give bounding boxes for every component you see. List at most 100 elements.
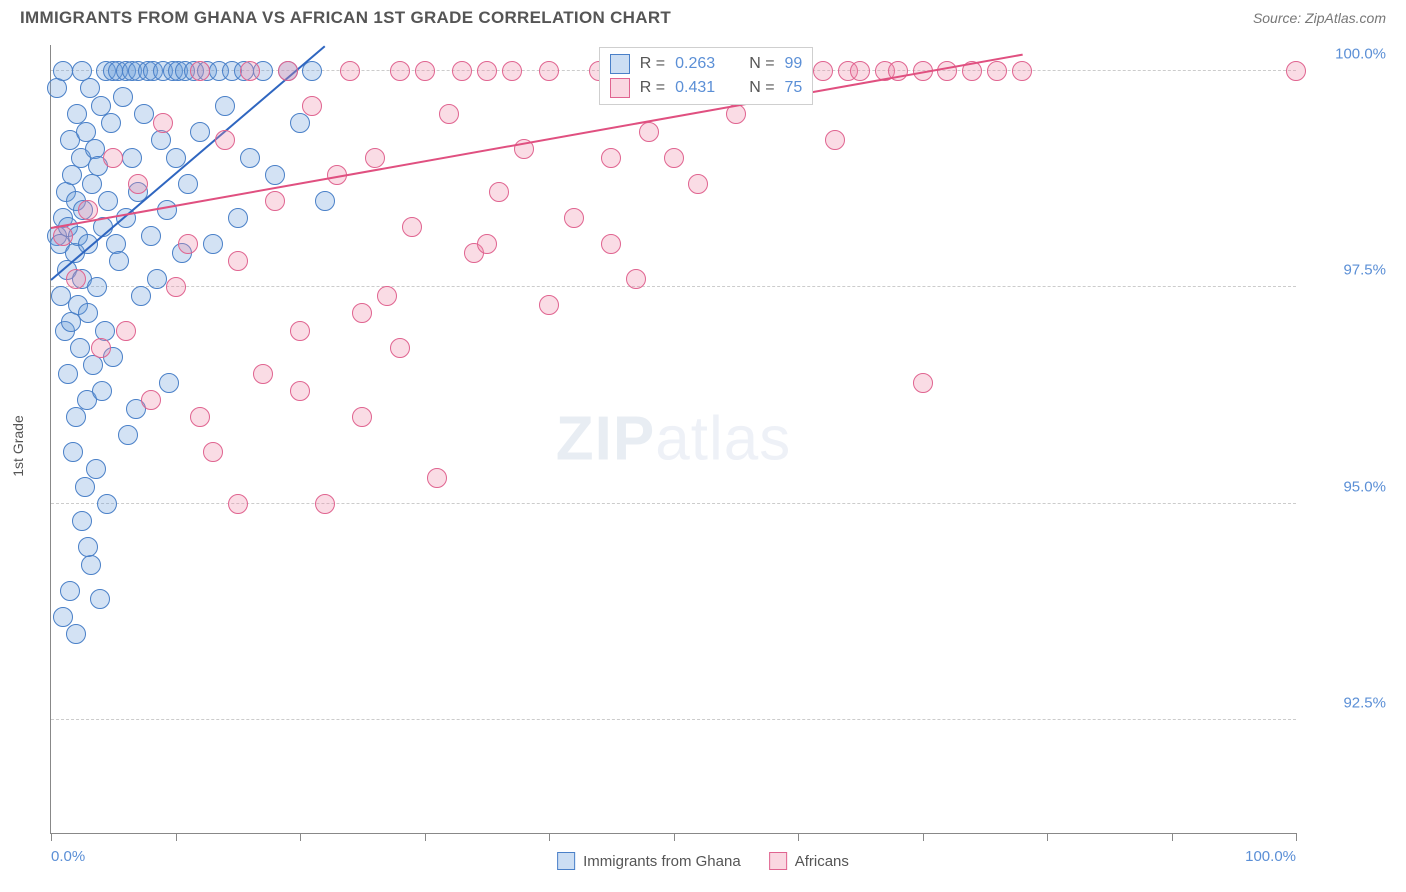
x-tick	[425, 833, 426, 841]
scatter-point	[987, 61, 1007, 81]
legend-item: Immigrants from Ghana	[557, 852, 741, 870]
scatter-point	[228, 494, 248, 514]
scatter-point	[913, 373, 933, 393]
scatter-point	[601, 234, 621, 254]
scatter-point	[82, 174, 102, 194]
scatter-point	[302, 96, 322, 116]
scatter-point	[502, 61, 522, 81]
scatter-point	[352, 303, 372, 323]
r-label: R =	[640, 79, 665, 97]
scatter-point	[98, 191, 118, 211]
scatter-point	[477, 234, 497, 254]
scatter-point	[240, 148, 260, 168]
scatter-point	[402, 217, 422, 237]
legend-label: Africans	[795, 853, 849, 870]
n-label: N =	[749, 79, 774, 97]
scatter-chart: ZIPatlas 92.5%95.0%97.5%100.0%0.0%100.0%…	[50, 45, 1296, 834]
scatter-point	[178, 234, 198, 254]
scatter-point	[215, 130, 235, 150]
scatter-point	[315, 494, 335, 514]
stats-legend: R = 0.263N = 99R = 0.431N = 75	[599, 47, 814, 105]
scatter-point	[81, 555, 101, 575]
scatter-point	[190, 407, 210, 427]
x-tick	[674, 833, 675, 841]
n-value: 99	[785, 55, 803, 73]
gridline	[51, 719, 1296, 720]
scatter-point	[53, 61, 73, 81]
scatter-point	[131, 286, 151, 306]
scatter-point	[113, 87, 133, 107]
scatter-point	[278, 61, 298, 81]
scatter-point	[72, 511, 92, 531]
stats-legend-row: R = 0.263 N = 99	[610, 52, 803, 76]
x-tick	[1172, 833, 1173, 841]
x-tick	[923, 833, 924, 841]
scatter-point	[166, 277, 186, 297]
scatter-point	[141, 390, 161, 410]
scatter-point	[452, 61, 472, 81]
legend-swatch	[557, 852, 575, 870]
scatter-point	[91, 338, 111, 358]
scatter-point	[265, 165, 285, 185]
r-label: R =	[640, 55, 665, 73]
scatter-point	[365, 148, 385, 168]
scatter-point	[228, 208, 248, 228]
y-tick-label: 92.5%	[1306, 695, 1386, 712]
scatter-point	[97, 494, 117, 514]
source-label: Source: ZipAtlas.com	[1253, 10, 1386, 26]
scatter-point	[47, 78, 67, 98]
scatter-point	[228, 251, 248, 271]
scatter-point	[813, 61, 833, 81]
scatter-point	[58, 364, 78, 384]
y-tick-label: 95.0%	[1306, 478, 1386, 495]
scatter-point	[83, 355, 103, 375]
legend-swatch	[610, 54, 630, 74]
scatter-point	[265, 191, 285, 211]
scatter-point	[128, 174, 148, 194]
x-tick	[1047, 833, 1048, 841]
scatter-point	[601, 148, 621, 168]
scatter-point	[190, 61, 210, 81]
y-tick-label: 97.5%	[1306, 262, 1386, 279]
scatter-point	[62, 165, 82, 185]
scatter-point	[159, 373, 179, 393]
x-tick	[300, 833, 301, 841]
scatter-point	[240, 61, 260, 81]
scatter-point	[564, 208, 584, 228]
x-tick-label: 100.0%	[1245, 848, 1296, 865]
scatter-point	[439, 104, 459, 124]
n-label: N =	[749, 55, 774, 73]
stats-legend-row: R = 0.431N = 75	[610, 76, 803, 100]
scatter-point	[66, 269, 86, 289]
scatter-point	[390, 338, 410, 358]
scatter-point	[825, 130, 845, 150]
scatter-point	[539, 61, 559, 81]
scatter-point	[92, 381, 112, 401]
legend-swatch	[610, 78, 630, 98]
scatter-point	[340, 61, 360, 81]
scatter-point	[66, 624, 86, 644]
scatter-point	[116, 321, 136, 341]
scatter-point	[153, 113, 173, 133]
scatter-point	[66, 407, 86, 427]
x-tick	[1296, 833, 1297, 841]
scatter-point	[203, 234, 223, 254]
scatter-point	[70, 338, 90, 358]
x-tick-label: 0.0%	[51, 848, 85, 865]
x-tick	[798, 833, 799, 841]
scatter-point	[63, 442, 83, 462]
scatter-point	[203, 442, 223, 462]
scatter-point	[850, 61, 870, 81]
scatter-point	[1286, 61, 1306, 81]
scatter-point	[352, 407, 372, 427]
legend-swatch	[769, 852, 787, 870]
r-value: 0.263	[675, 55, 715, 73]
r-value: 0.431	[675, 79, 715, 97]
scatter-point	[101, 113, 121, 133]
scatter-point	[315, 191, 335, 211]
scatter-point	[415, 61, 435, 81]
scatter-point	[78, 200, 98, 220]
scatter-point	[639, 122, 659, 142]
scatter-point	[626, 269, 646, 289]
scatter-point	[87, 277, 107, 297]
